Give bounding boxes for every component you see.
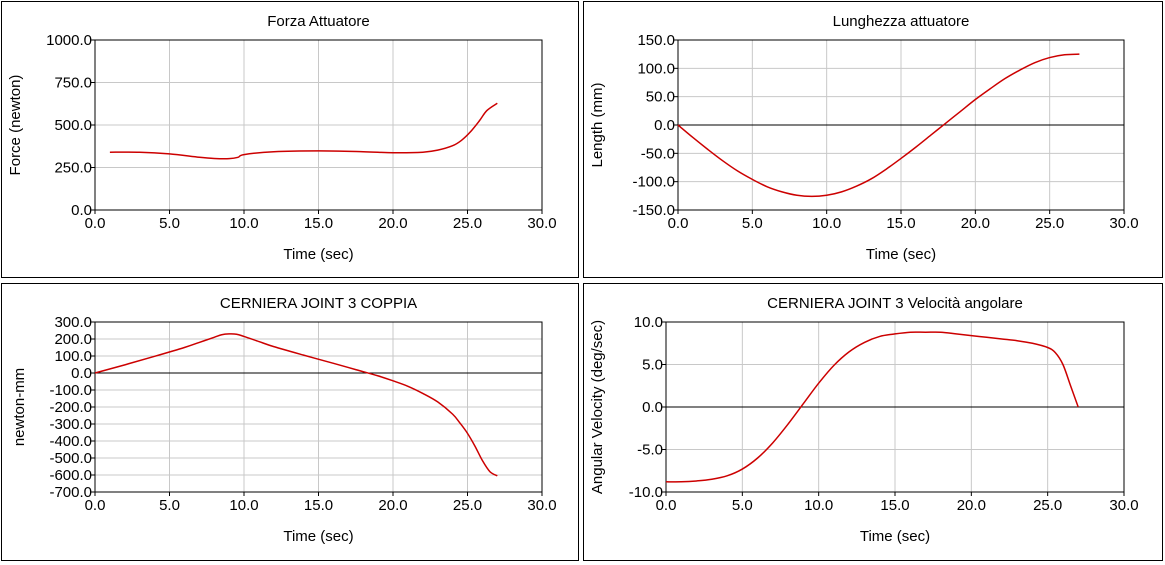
x-tick-label: 15.0 <box>304 215 333 232</box>
x-axis-label: Time (sec) <box>860 528 930 545</box>
x-tick-label: 15.0 <box>880 497 909 514</box>
y-tick-label: 50.0 <box>646 89 675 106</box>
y-tick-label: -300.0 <box>49 416 92 433</box>
y-tick-label: -100.0 <box>632 174 675 191</box>
y-tick-label: 100.0 <box>637 60 675 77</box>
x-tick-label: 10.0 <box>804 497 833 514</box>
series-line <box>677 53 1080 198</box>
x-tick-label: 20.0 <box>961 215 990 232</box>
y-axis-label: newton-mm <box>11 368 28 446</box>
y-tick-label: 0.0 <box>642 399 663 416</box>
chart-panel-length: Lunghezza attuatore 0.0 5.0 10.0 15.0 20.0 25.… <box>583 1 1163 278</box>
x-axis-label: Time (sec) <box>866 246 936 263</box>
y-tick-label: -700.0 <box>49 484 92 501</box>
x-tick-label: 30.0 <box>527 215 556 232</box>
chart-torque: CERNIERA JOINT 3 COPPIA 0.0 5.0 10.0 15.0 20.… <box>11 295 557 545</box>
y-tick-label: 10.0 <box>634 314 663 331</box>
series-line <box>94 333 498 477</box>
x-tick-label: 25.0 <box>1033 497 1062 514</box>
x-tick-label: 5.0 <box>742 215 763 232</box>
chart-title: Lunghezza attuatore <box>833 13 970 30</box>
y-tick-label: 500.0 <box>54 117 92 134</box>
series-line <box>665 331 1079 483</box>
x-axis-label: Time (sec) <box>283 528 353 545</box>
x-tick-label: 30.0 <box>1109 215 1138 232</box>
x-tick-label: 5.0 <box>159 497 180 514</box>
y-tick-label: -10.0 <box>629 484 663 501</box>
y-tick-label: -150.0 <box>632 202 675 219</box>
x-tick-label: 5.0 <box>732 497 753 514</box>
x-tick-label: 10.0 <box>229 497 258 514</box>
chart-panel-force: Forza Attuatore 0.0 5.0 10.0 15.0 20.0 25.0 30.… <box>1 1 579 278</box>
x-tick-label: 20.0 <box>957 497 986 514</box>
x-tick-label: 20.0 <box>378 215 407 232</box>
x-tick-label: 0.0 <box>668 215 689 232</box>
chart-title: CERNIERA JOINT 3 Velocità angolare <box>767 295 1023 312</box>
x-tick-label: 20.0 <box>378 497 407 514</box>
y-tick-label: 750.0 <box>54 75 92 92</box>
chart-angular-velocity: CERNIERA JOINT 3 Velocità angolare 0.0 5.0… <box>589 295 1139 545</box>
y-tick-label: 0.0 <box>654 117 675 134</box>
y-tick-label: 0.0 <box>71 202 92 219</box>
chart-panel-angular-velocity: CERNIERA JOINT 3 Velocità angolare 0.0 5.0… <box>583 283 1163 561</box>
x-tick-label: 25.0 <box>1035 215 1064 232</box>
x-tick-label: 15.0 <box>304 497 333 514</box>
y-tick-label: 100.0 <box>54 348 92 365</box>
y-axis-label: Force (newton) <box>7 75 24 176</box>
x-tick-label: 0.0 <box>85 497 106 514</box>
y-tick-label: -500.0 <box>49 450 92 467</box>
x-tick-label: 0.0 <box>85 215 106 232</box>
y-tick-label: -50.0 <box>641 145 675 162</box>
x-tick-label: 15.0 <box>886 215 915 232</box>
y-tick-label: 5.0 <box>642 357 663 374</box>
y-tick-label: -100.0 <box>49 382 92 399</box>
chart-panel-torque: CERNIERA JOINT 3 COPPIA 0.0 5.0 10.0 15.0 20.… <box>1 283 579 561</box>
y-tick-label: 1000.0 <box>46 32 92 49</box>
x-tick-label: 25.0 <box>453 215 482 232</box>
x-tick-label: 30.0 <box>1109 497 1138 514</box>
y-axis-label: Length (mm) <box>589 82 606 167</box>
y-tick-label: 150.0 <box>637 32 675 49</box>
x-tick-label: 30.0 <box>527 497 556 514</box>
chart-title: CERNIERA JOINT 3 COPPIA <box>220 295 417 312</box>
y-tick-label: -200.0 <box>49 399 92 416</box>
x-tick-label: 10.0 <box>229 215 258 232</box>
chart-title: Forza Attuatore <box>267 13 370 30</box>
y-tick-label: -600.0 <box>49 467 92 484</box>
x-tick-label: 25.0 <box>453 497 482 514</box>
series-line <box>109 102 498 160</box>
y-tick-label: -5.0 <box>637 442 663 459</box>
x-tick-label: 5.0 <box>159 215 180 232</box>
chart-length: Lunghezza attuatore 0.0 5.0 10.0 15.0 20.0 25.… <box>589 13 1139 263</box>
y-tick-label: 300.0 <box>54 314 92 331</box>
y-tick-label: -400.0 <box>49 433 92 450</box>
y-tick-label: 0.0 <box>71 365 92 382</box>
x-tick-label: 0.0 <box>656 497 677 514</box>
chart-force: Forza Attuatore 0.0 5.0 10.0 15.0 20.0 25.0 30.… <box>7 13 557 263</box>
y-tick-label: 200.0 <box>54 331 92 348</box>
x-axis-label: Time (sec) <box>283 246 353 263</box>
y-axis-label: Angular Velocity (deg/sec) <box>589 320 606 494</box>
y-tick-label: 250.0 <box>54 160 92 177</box>
x-tick-label: 10.0 <box>812 215 841 232</box>
